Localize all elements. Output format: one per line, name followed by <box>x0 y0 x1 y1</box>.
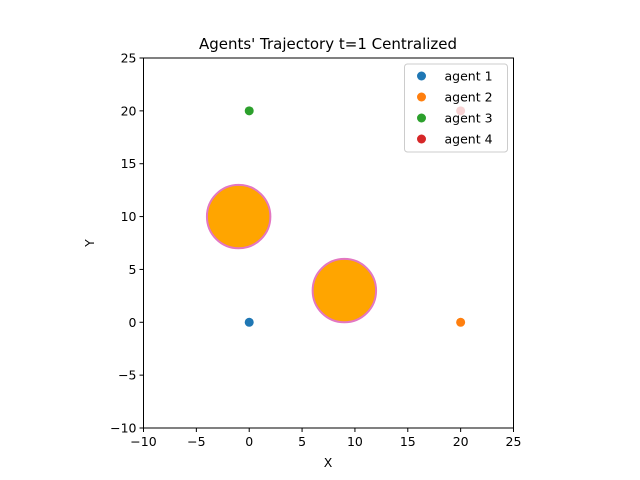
y-tick-label: 0 <box>129 315 137 330</box>
x-tick-label: 25 <box>506 434 522 449</box>
legend-label-agent-3: agent 3 <box>445 111 493 126</box>
y-tick-label: 20 <box>121 103 137 118</box>
legend-label-agent-1: agent 1 <box>445 69 493 84</box>
legend-label-agent-2: agent 2 <box>445 90 493 105</box>
y-axis-label: Y <box>82 239 97 248</box>
axes-frame <box>143 57 514 429</box>
x-tick-label: 5 <box>298 434 306 449</box>
y-tick-label: 10 <box>121 209 137 224</box>
legend-box <box>404 63 508 153</box>
agent-1-point <box>244 317 254 327</box>
x-axis-label: X <box>324 455 333 470</box>
y-tick-label: −5 <box>118 368 136 383</box>
y-tick-label: 5 <box>129 262 137 277</box>
legend-marker-agent-1 <box>417 71 426 81</box>
obstacle-circle-1 <box>205 183 272 250</box>
legend-label-agent-4: agent 4 <box>445 132 493 147</box>
legend-marker-agent-3 <box>417 113 426 123</box>
agent-3-point <box>244 106 254 116</box>
y-tick-label: −10 <box>110 421 136 436</box>
x-tick-label: −5 <box>187 434 205 449</box>
legend: agent 1 agent 2 agent 3 agent 4 <box>404 63 508 153</box>
obstacle-circle-2 <box>311 257 378 324</box>
legend-marker-agent-2 <box>417 92 426 102</box>
agent-2-point <box>456 317 466 327</box>
x-tick-label: 10 <box>347 434 363 449</box>
x-tick-label: 0 <box>245 434 253 449</box>
y-tick-label: 15 <box>121 156 137 171</box>
legend-marker-agent-4 <box>417 134 426 144</box>
x-tick-label: 20 <box>453 434 469 449</box>
x-tick-label: −10 <box>130 434 156 449</box>
chart-title: Agents' Trajectory t=1 Centralized <box>199 35 457 53</box>
x-tick-label: 15 <box>400 434 416 449</box>
y-tick-label: 25 <box>121 51 137 66</box>
